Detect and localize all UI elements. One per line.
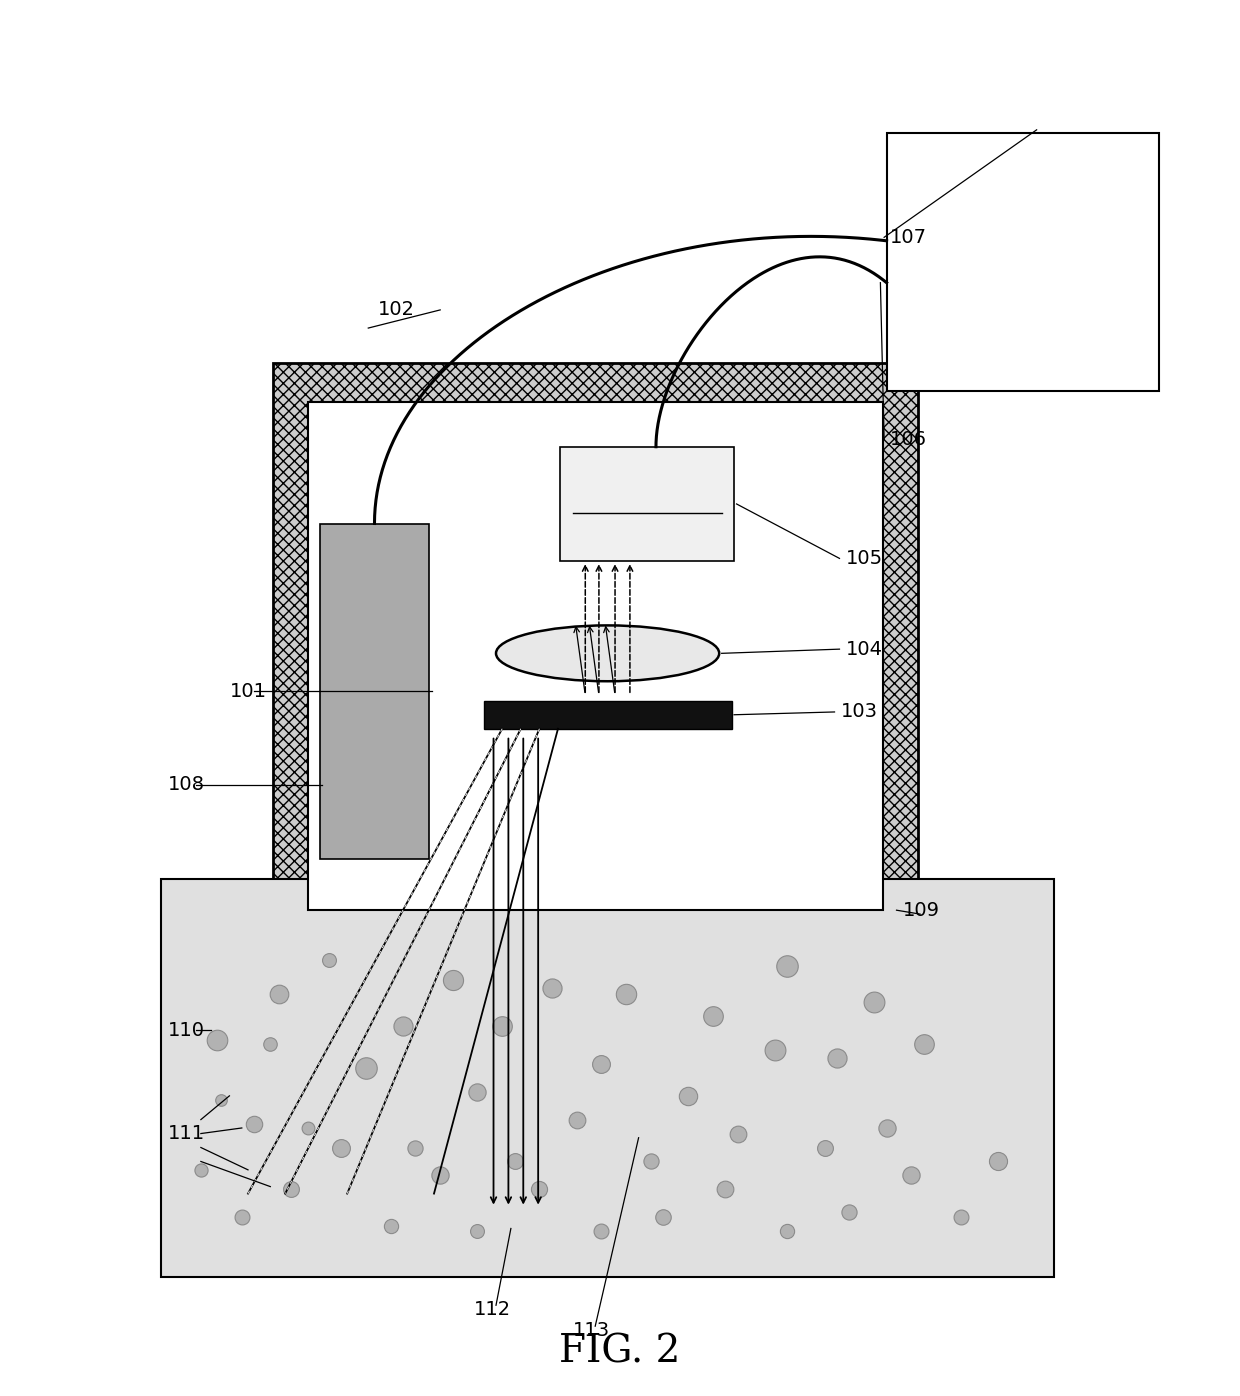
Text: 109: 109 bbox=[903, 900, 940, 920]
Point bbox=[207, 1029, 227, 1051]
Text: 101: 101 bbox=[229, 681, 267, 701]
Point bbox=[839, 1201, 859, 1223]
Text: 111: 111 bbox=[167, 1124, 205, 1143]
Point bbox=[715, 1178, 735, 1201]
Point bbox=[269, 983, 289, 1005]
Bar bbox=[887, 133, 1159, 391]
Point bbox=[542, 977, 562, 1000]
Point bbox=[356, 1057, 376, 1079]
Bar bbox=[308, 402, 883, 910]
Point bbox=[678, 1085, 698, 1107]
Text: 104: 104 bbox=[846, 639, 883, 659]
Bar bbox=[273, 363, 918, 949]
Point bbox=[505, 1150, 525, 1173]
Bar bbox=[560, 447, 734, 561]
Text: 106: 106 bbox=[890, 430, 928, 450]
Text: FIG. 2: FIG. 2 bbox=[559, 1333, 681, 1371]
Point bbox=[653, 1206, 673, 1228]
Point bbox=[567, 1108, 587, 1131]
Point bbox=[331, 1136, 351, 1159]
Bar bbox=[320, 524, 429, 859]
Text: 112: 112 bbox=[474, 1300, 511, 1319]
Point bbox=[591, 1220, 611, 1242]
Point bbox=[244, 1113, 264, 1135]
Point bbox=[232, 1206, 252, 1228]
Point bbox=[901, 1164, 921, 1187]
Point bbox=[951, 1206, 971, 1228]
Point bbox=[319, 949, 339, 972]
Point bbox=[467, 1081, 487, 1103]
Text: 103: 103 bbox=[841, 702, 878, 722]
Point bbox=[864, 991, 884, 1013]
Point bbox=[467, 1220, 487, 1242]
Point bbox=[914, 1033, 934, 1055]
Text: 102: 102 bbox=[378, 300, 415, 320]
Point bbox=[777, 1220, 797, 1242]
Bar bbox=[484, 701, 732, 729]
Text: 105: 105 bbox=[846, 549, 883, 568]
Point bbox=[827, 1047, 847, 1069]
Point bbox=[765, 1039, 785, 1061]
Point bbox=[591, 1053, 611, 1075]
Ellipse shape bbox=[496, 625, 719, 681]
Point bbox=[641, 1150, 661, 1173]
Point bbox=[191, 1159, 211, 1181]
Text: 108: 108 bbox=[167, 775, 205, 794]
Point bbox=[492, 1015, 512, 1037]
Point bbox=[877, 1117, 897, 1139]
Point bbox=[211, 1089, 231, 1111]
Point bbox=[616, 983, 636, 1005]
Point bbox=[777, 955, 797, 977]
Point bbox=[393, 1015, 413, 1037]
Point bbox=[728, 1122, 748, 1145]
Point bbox=[298, 1117, 317, 1139]
Point bbox=[443, 969, 463, 991]
Point bbox=[703, 1005, 723, 1027]
Point bbox=[430, 1164, 450, 1187]
Point bbox=[988, 1150, 1008, 1173]
Text: 107: 107 bbox=[890, 228, 928, 247]
Bar bbox=[161, 879, 1054, 1277]
Point bbox=[405, 1136, 425, 1159]
Point bbox=[281, 1178, 301, 1201]
Text: 110: 110 bbox=[167, 1020, 205, 1040]
Point bbox=[381, 1215, 401, 1237]
Text: 113: 113 bbox=[573, 1321, 610, 1340]
Point bbox=[529, 1178, 549, 1201]
Point bbox=[260, 1033, 280, 1055]
Point bbox=[815, 1136, 835, 1159]
